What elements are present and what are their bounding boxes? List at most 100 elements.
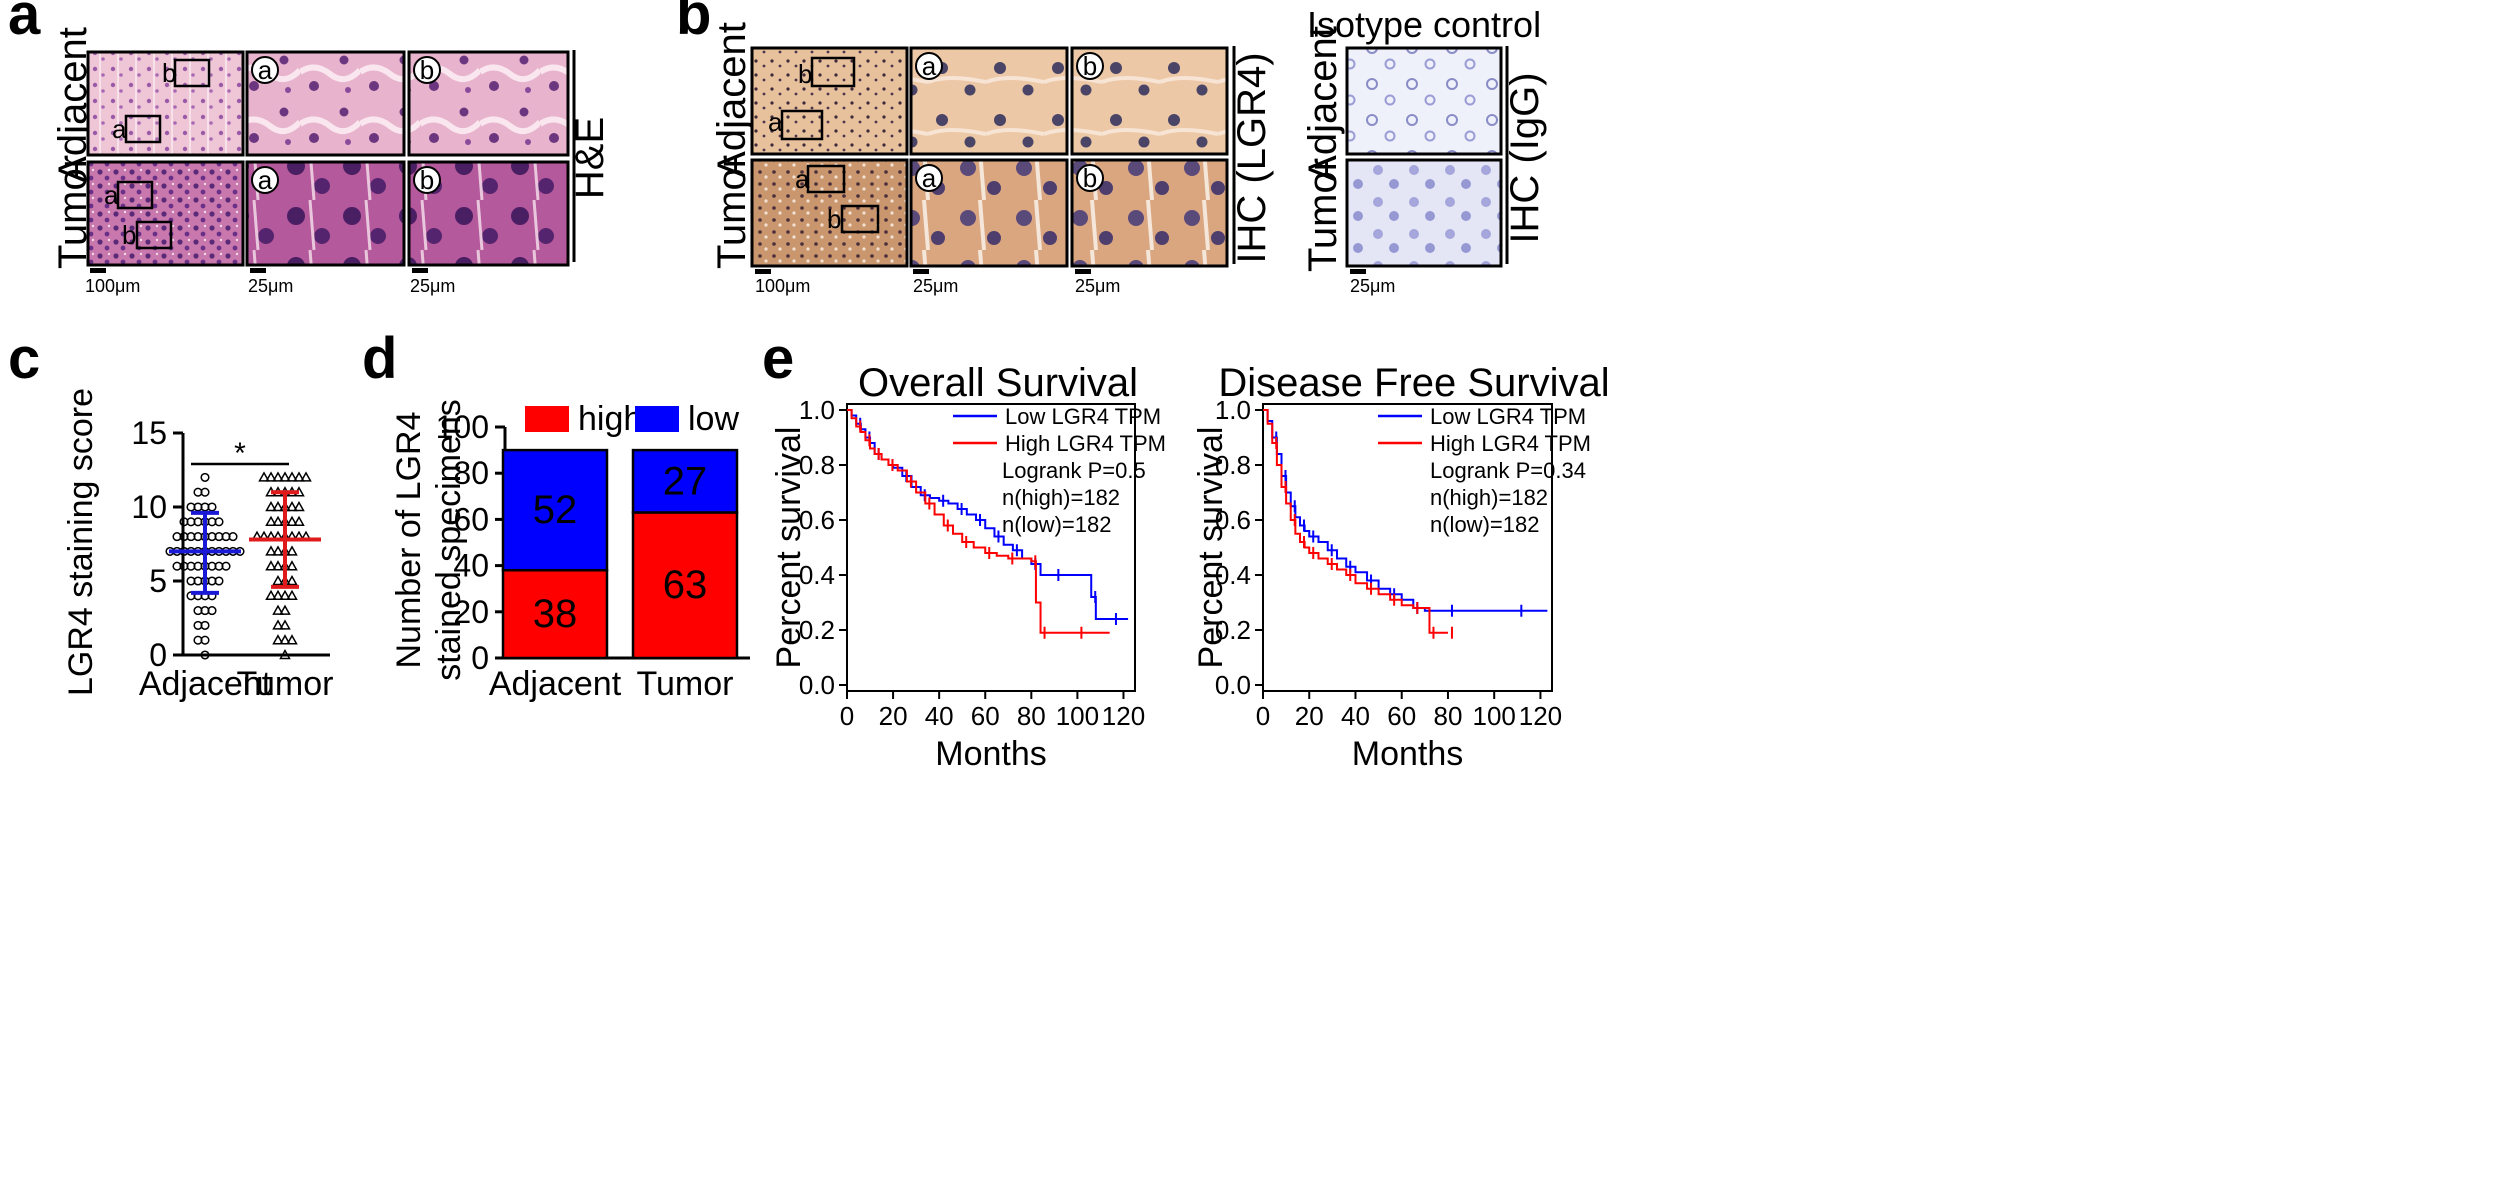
he-adjacent-overview bbox=[86, 50, 245, 157]
he-tum-box-b-label: b bbox=[122, 220, 136, 250]
e-ytick-label: 0.4 bbox=[1215, 560, 1251, 590]
d-ytick-label: 0 bbox=[471, 640, 489, 676]
scalebar-b-2: 25μm bbox=[913, 276, 958, 296]
c-point-tumor bbox=[286, 515, 298, 527]
panel-b-row-tumor: Tumor bbox=[710, 155, 754, 269]
d-ytick-label: 80 bbox=[453, 455, 489, 491]
c-point-adjacent bbox=[172, 561, 182, 571]
e-ytick-label: 0.6 bbox=[1215, 505, 1251, 535]
c-point-adjacent bbox=[193, 620, 203, 630]
e-ytick-label: 0.8 bbox=[1215, 450, 1251, 480]
c-point-adjacent bbox=[193, 487, 203, 497]
ihc-tum-box-b bbox=[840, 204, 880, 234]
e-legend-label: Low LGR4 TPM bbox=[1430, 404, 1586, 429]
d-legend-low: low bbox=[688, 400, 739, 438]
c-point-tumor bbox=[265, 471, 277, 482]
panel-b-row-adjacent: Adjacent bbox=[710, 22, 754, 178]
c-point-tumor bbox=[272, 604, 284, 615]
c-point-tumor bbox=[265, 545, 277, 556]
d-plot-area: 0 20 40 60 80 100 38 52 Adjacent 63 27 Tumor bbox=[436, 409, 750, 703]
c-point-adjacent bbox=[214, 576, 224, 586]
ihc-tumor-overview bbox=[750, 158, 909, 268]
c-ytick-label: 15 bbox=[131, 415, 167, 451]
scalebar-b-1: 100μm bbox=[755, 276, 810, 296]
e-annotation: n(low)=182 bbox=[1430, 512, 1539, 537]
he-adj-box-a bbox=[124, 114, 162, 144]
d-bar-value-label: 38 bbox=[533, 592, 578, 636]
e-ytick-label: 1.0 bbox=[1215, 395, 1251, 425]
c-point-adjacent bbox=[186, 576, 196, 586]
c-point-adjacent bbox=[200, 650, 210, 660]
e-ytick-label: 0.2 bbox=[799, 615, 835, 645]
he-tumor-zoom-a bbox=[245, 160, 406, 267]
e-plot-frame bbox=[1262, 403, 1553, 692]
e-annotation: Logrank P=0.5 bbox=[1002, 458, 1146, 483]
he-tum-zoom-b-marker: b bbox=[420, 165, 434, 195]
c-point-adjacent bbox=[186, 502, 196, 512]
ihc-adj-box-b-label: b bbox=[798, 59, 812, 89]
e-xtick-label: 60 bbox=[971, 701, 1000, 731]
c-point-tumor bbox=[279, 648, 291, 660]
d-ytick-label: 60 bbox=[453, 501, 489, 537]
e-ytick-label: 0.0 bbox=[799, 670, 835, 700]
c-point-tumor bbox=[286, 574, 298, 586]
ihc-tum-box-a bbox=[806, 164, 846, 194]
he-tum-zoom-a-marker: a bbox=[258, 165, 273, 195]
e-ytick-label: 0.2 bbox=[1215, 615, 1251, 645]
scalebar-isotype: 25μm bbox=[1350, 276, 1395, 296]
he-adj-box-b-label: b bbox=[162, 58, 176, 88]
panel-b-stain-label: IHC (LGR4) bbox=[1230, 52, 1274, 263]
c-ytick-label: 0 bbox=[149, 637, 167, 673]
c-point-tumor bbox=[272, 574, 284, 586]
c-point-tumor bbox=[272, 589, 284, 601]
e-ytick-label: 0.0 bbox=[1215, 670, 1251, 700]
e-ylabel: Percent survival bbox=[1192, 427, 1230, 669]
c-point-tumor bbox=[279, 619, 291, 630]
c-xtick-label: Adjacent bbox=[139, 665, 272, 703]
d-legend-high-swatch bbox=[525, 406, 569, 432]
ihc-adj-box-b bbox=[810, 56, 856, 88]
isotype-row-adjacent: Adjacent bbox=[1301, 26, 1345, 182]
c-point-tumor bbox=[300, 471, 312, 482]
c-point-tumor bbox=[293, 515, 305, 527]
panel-c-label: c bbox=[8, 326, 40, 391]
c-point-tumor bbox=[286, 545, 298, 556]
c-point-tumor bbox=[279, 589, 291, 601]
c-point-tumor bbox=[286, 471, 298, 482]
isotype-title: Isotype control bbox=[1307, 4, 1541, 45]
panel-a-label: a bbox=[8, 0, 41, 47]
c-point-tumor bbox=[279, 634, 291, 645]
ihc-adjacent-overview bbox=[750, 46, 909, 156]
e-xtick-label: 120 bbox=[1519, 701, 1562, 731]
c-point-adjacent bbox=[221, 561, 231, 571]
e-xtick-label: 80 bbox=[1017, 701, 1046, 731]
d-legend-low-swatch bbox=[635, 406, 679, 432]
e-xtick-label: 20 bbox=[879, 701, 908, 731]
d-ytick-label: 100 bbox=[436, 409, 489, 445]
he-adj-zoom-a-marker: a bbox=[258, 55, 273, 85]
igg-adjacent bbox=[1345, 46, 1503, 156]
d-xtick-label: Adjacent bbox=[489, 665, 622, 703]
e-ytick-label: 0.6 bbox=[799, 505, 835, 535]
overall-survival-chart: Overall Survival 0.0 0.2 0.4 0.6 0.8 1.0 0 20 40 6… bbox=[770, 361, 1166, 773]
c-point-tumor bbox=[286, 589, 298, 601]
c-significance-star: * bbox=[234, 437, 246, 470]
d-ytick-label: 40 bbox=[453, 548, 489, 584]
e-legend-label: High LGR4 TPM bbox=[1430, 431, 1591, 456]
c-point-tumor bbox=[265, 560, 277, 571]
ihc-adj-zoom-b-marker: b bbox=[1083, 51, 1097, 81]
c-point-adjacent bbox=[179, 517, 189, 527]
d-bar-low-tumor bbox=[631, 448, 739, 514]
panel-b-label: b bbox=[676, 0, 711, 47]
d-ytick-label: 20 bbox=[453, 594, 489, 630]
ihc-tum-zoom-a-marker: a bbox=[922, 163, 937, 193]
ihc-tum-zoom-b-marker: b bbox=[1083, 163, 1097, 193]
c-point-adjacent bbox=[228, 532, 238, 542]
disease-free-survival-chart: Disease Free Survival 0.0 0.2 0.4 0.6 0.8 1.0 0… bbox=[1192, 361, 1610, 773]
isotype-stain-label: IHC (IgG) bbox=[1503, 72, 1547, 243]
c-point-tumor bbox=[286, 560, 298, 571]
he-tumor-overview bbox=[86, 160, 245, 267]
he-adjacent-zoom-a bbox=[245, 50, 406, 157]
c-point-tumor bbox=[265, 589, 277, 601]
